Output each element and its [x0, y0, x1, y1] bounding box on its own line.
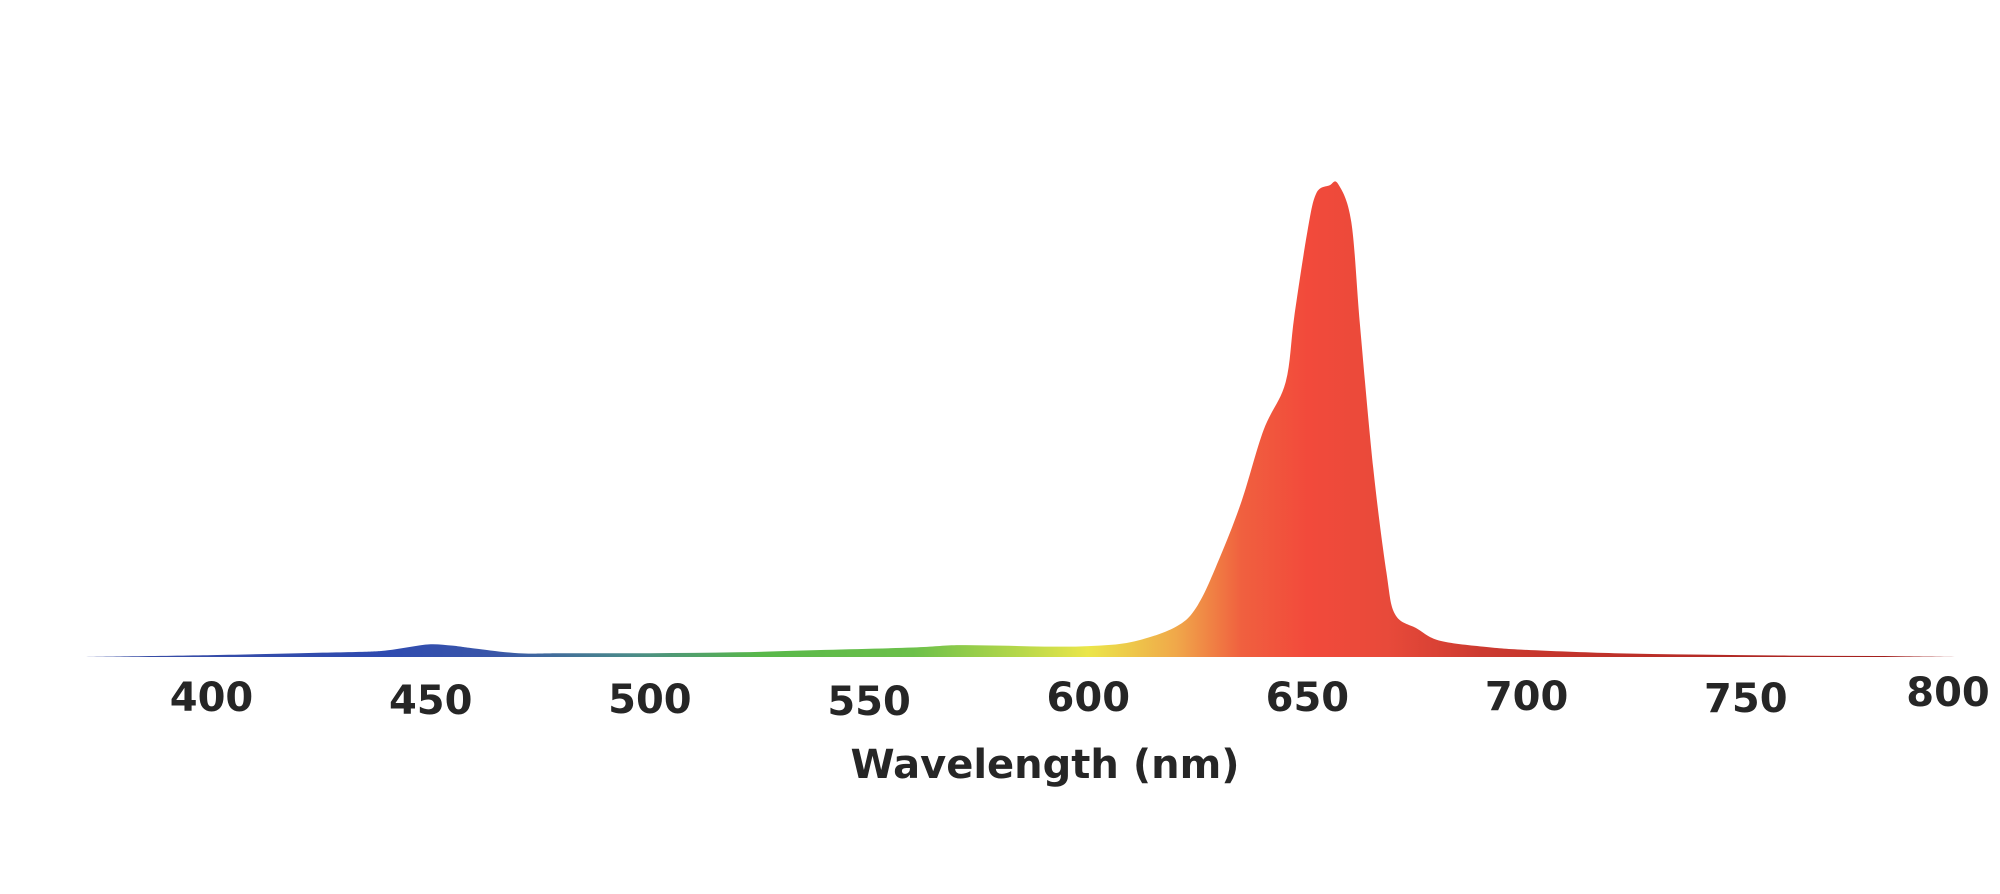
x-tick-label-650: 650 — [1266, 675, 1350, 721]
spectrum-area — [80, 181, 1965, 657]
x-tick-label-800: 800 — [1906, 670, 1990, 716]
x-tick-label-750: 750 — [1704, 676, 1788, 722]
x-tick-label-550: 550 — [827, 679, 911, 725]
x-tick-label-450: 450 — [389, 678, 473, 724]
x-tick-labels: 400 450 500 550 600 650 700 750 800 — [170, 670, 1990, 725]
x-tick-label-600: 600 — [1047, 675, 1131, 721]
x-tick-label-700: 700 — [1485, 674, 1569, 720]
x-tick-label-500: 500 — [608, 677, 692, 723]
x-axis-title: Wavelength (nm) — [850, 742, 1239, 788]
x-tick-label-400: 400 — [170, 675, 254, 721]
